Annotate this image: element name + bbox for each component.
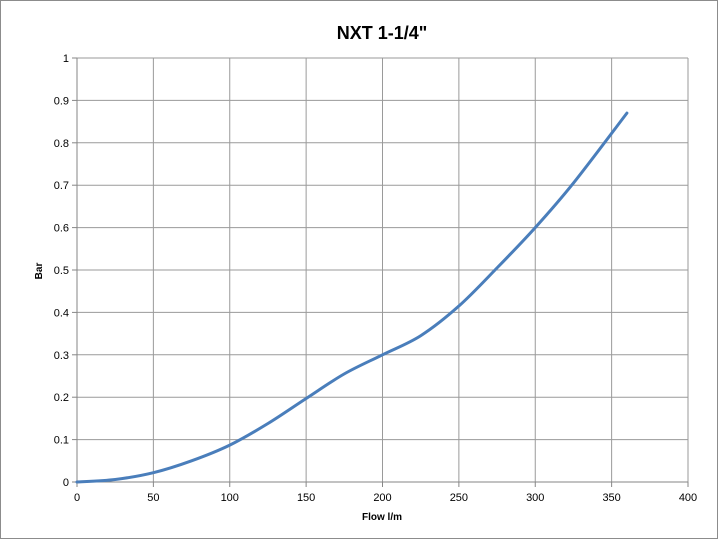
y-tick-label: 0.9 [54,95,69,107]
x-tick-label: 0 [74,492,80,504]
series-line [75,111,629,484]
y-tick-label: 0.5 [54,265,69,277]
gridlines [77,57,689,482]
x-tick-label: 200 [373,492,391,504]
y-tick-label: 0.3 [54,350,69,362]
chart-title: NXT 1-1/4" [337,23,428,43]
axes [72,57,689,487]
series-layer [75,111,629,484]
x-tick-label: 250 [450,492,468,504]
x-axis-label: Flow l/m [362,512,402,523]
y-tick-label: 0.4 [54,307,69,319]
x-tick-label: 100 [221,492,239,504]
tick-labels: 0 50 100 150 200 250 300 350 400 0 0.1 0.2 0.3 0.4 0.5… [54,53,697,504]
x-tick-label: 400 [679,492,697,504]
y-tick-label: 0.7 [54,180,69,192]
y-tick-label: 0.8 [54,138,69,150]
y-axis-label: Bar [34,263,45,280]
x-tick-label: 50 [147,492,159,504]
y-tick-label: 0.6 [54,223,69,235]
x-tick-label: 300 [526,492,544,504]
y-tick-label: 0.2 [54,392,69,404]
y-tick-label: 1 [63,53,69,65]
x-tick-label: 350 [602,492,620,504]
y-tick-label: 0 [63,477,69,489]
x-tick-label: 150 [297,492,315,504]
y-tick-label: 0.1 [54,435,69,447]
